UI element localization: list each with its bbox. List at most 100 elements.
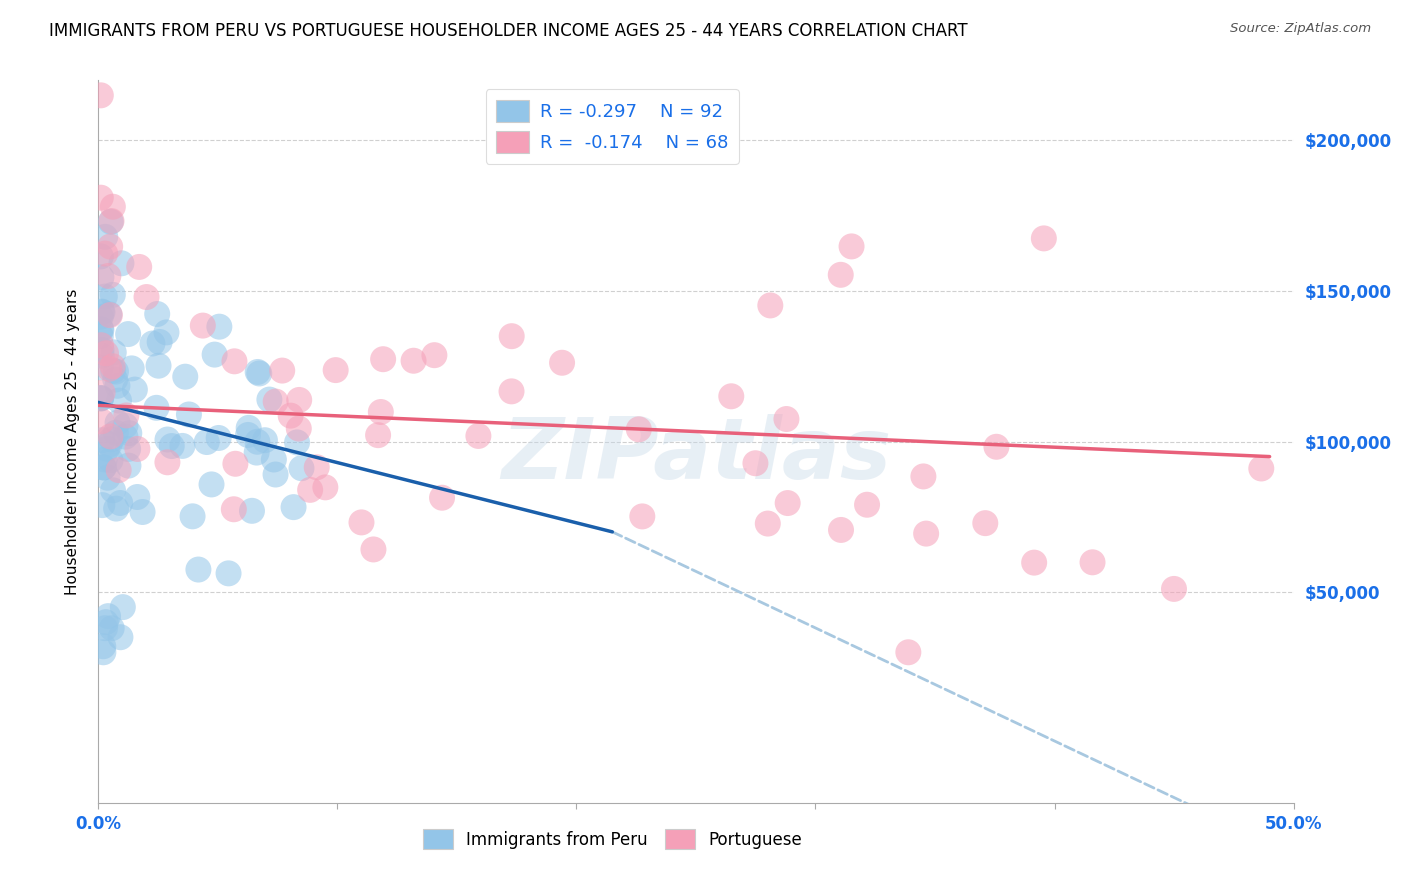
Point [110,630,132,644]
Point [115,409,138,423]
Point [96,442,118,456]
Point [350,516,373,530]
Point [98,307,121,321]
Point [1081,555,1104,569]
Point [371,352,394,367]
Point [744,456,766,470]
Point [97,471,120,485]
Point [101,200,124,214]
Text: IMMIGRANTS FROM PERU VS PORTUGUESE HOUSEHOLDER INCOME AGES 25 - 44 YEARS CORRELA: IMMIGRANTS FROM PERU VS PORTUGUESE HOUSE… [49,22,967,40]
Point [114,418,136,433]
Point [131,505,153,519]
Point [90,343,112,357]
Point [146,307,169,321]
Point [856,498,879,512]
Point [110,256,132,270]
Point [631,509,654,524]
Point [107,379,129,393]
Point [155,326,177,340]
Point [236,428,259,442]
Point [98,239,121,253]
Point [1163,582,1185,596]
Point [104,373,127,387]
Point [305,460,328,475]
Point [100,214,122,228]
Point [174,369,197,384]
Point [288,421,311,435]
Point [111,600,134,615]
Point [93,460,115,475]
Point [285,435,308,450]
Point [423,348,446,362]
Point [149,334,172,349]
Point [94,229,117,244]
Point [135,290,157,304]
Point [240,504,263,518]
Point [172,439,194,453]
Point [280,409,302,423]
Point [246,434,269,449]
Point [90,322,112,336]
Point [90,338,112,352]
Point [90,304,112,318]
Point [177,408,200,422]
Point [195,435,218,450]
Point [90,349,112,363]
Point [127,490,149,504]
Point [100,453,122,467]
Point [208,319,231,334]
Point [90,249,112,263]
Point [145,401,167,415]
Point [117,327,139,342]
Point [114,430,136,444]
Point [259,392,281,407]
Point [93,645,115,659]
Point [103,345,125,359]
Point [912,469,935,483]
Point [222,502,245,516]
Point [90,391,112,405]
Point [90,360,112,375]
Point [94,289,117,303]
Point [94,346,117,360]
Point [370,405,392,419]
Point [915,526,938,541]
Point [90,323,112,337]
Point [756,516,779,531]
Point [551,356,574,370]
Point [91,639,114,653]
Point [93,452,115,467]
Point [501,329,523,343]
Point [124,383,146,397]
Point [97,609,120,624]
Point [121,361,143,376]
Point [90,88,112,103]
Text: ZIPatlas: ZIPatlas [501,415,891,498]
Point [90,392,112,406]
Point [94,615,117,630]
Point [1024,556,1046,570]
Point [107,463,129,477]
Point [181,509,204,524]
Point [100,429,122,443]
Point [247,367,270,381]
Point [98,437,121,451]
Point [141,336,163,351]
Point [224,354,246,368]
Point [290,461,312,475]
Point [101,364,124,378]
Point [104,425,127,440]
Point [91,498,114,512]
Point [148,359,170,373]
Point [127,442,149,456]
Point [156,455,179,469]
Point [90,414,112,428]
Point [253,434,276,448]
Point [91,433,114,447]
Point [363,542,385,557]
Point [191,318,214,333]
Point [974,516,997,530]
Point [108,393,131,408]
Point [90,329,112,343]
Point [128,260,150,274]
